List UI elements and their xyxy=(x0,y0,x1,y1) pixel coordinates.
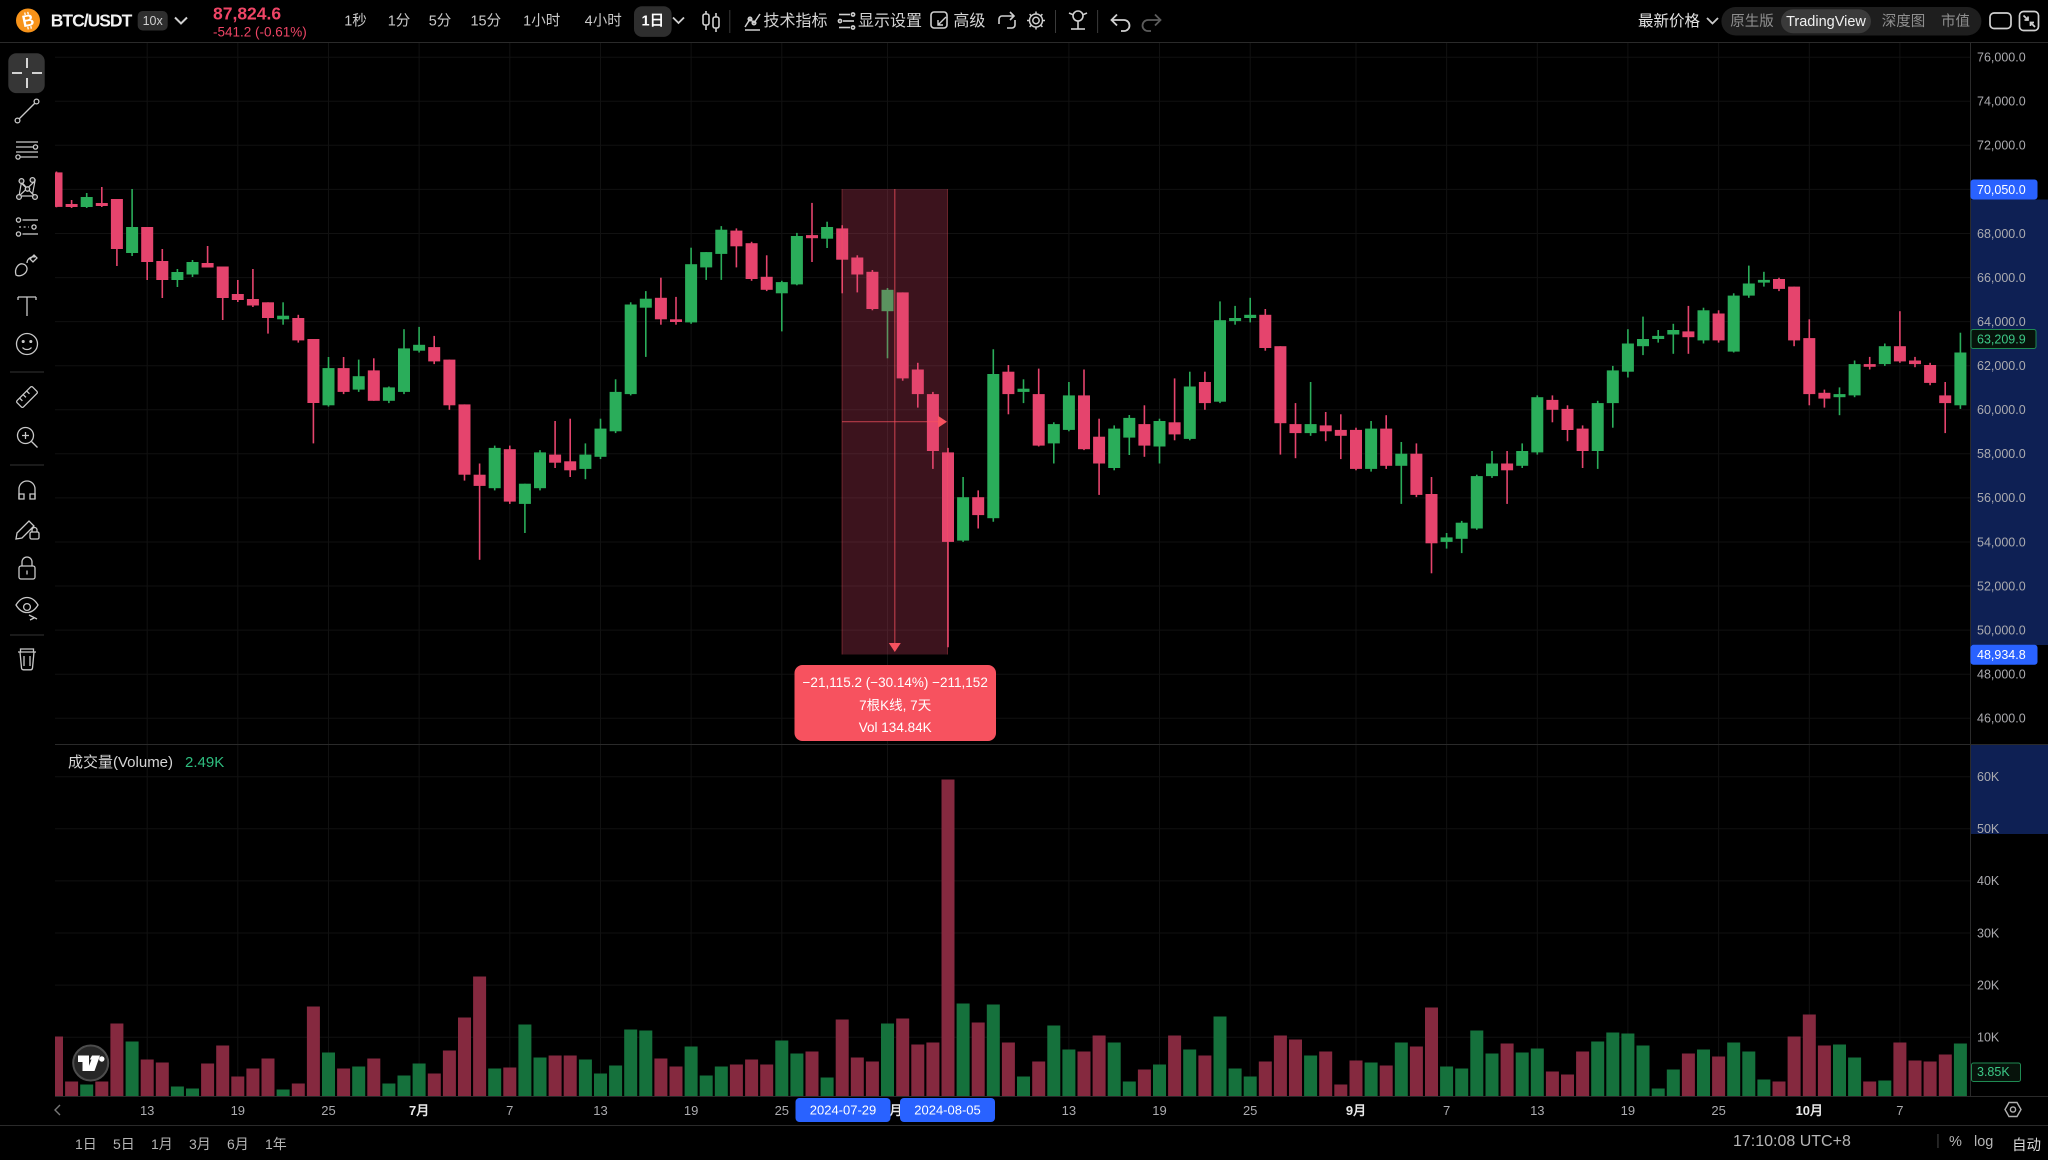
svg-text:显示设置: 显示设置 xyxy=(858,12,922,30)
svg-text:高级: 高级 xyxy=(953,12,985,30)
svg-text:7: 7 xyxy=(1443,1103,1450,1118)
svg-text:76,000.0: 76,000.0 xyxy=(1977,51,2026,65)
svg-text:Vol 134.84K: Vol 134.84K xyxy=(859,720,932,735)
svg-text:13: 13 xyxy=(1530,1103,1544,1118)
svg-text:60,000.0: 60,000.0 xyxy=(1977,403,2026,417)
svg-text:87,824.6: 87,824.6 xyxy=(213,4,281,24)
svg-text:10K: 10K xyxy=(1977,1031,2000,1045)
svg-text:2.49K: 2.49K xyxy=(185,754,224,771)
svg-text:15分: 15分 xyxy=(470,13,501,30)
svg-text:7: 7 xyxy=(506,1103,513,1118)
svg-text:10月: 10月 xyxy=(1796,1103,1823,1118)
svg-text:B: B xyxy=(20,11,35,31)
svg-text:市值: 市值 xyxy=(1941,13,1970,30)
svg-text:48,000.0: 48,000.0 xyxy=(1977,668,2026,682)
svg-text:19: 19 xyxy=(231,1103,245,1118)
svg-text:19: 19 xyxy=(1621,1103,1635,1118)
svg-text:BTC/USDT: BTC/USDT xyxy=(51,11,133,31)
svg-text:25: 25 xyxy=(1243,1103,1257,1118)
svg-text:72,000.0: 72,000.0 xyxy=(1977,139,2026,153)
svg-text:66,000.0: 66,000.0 xyxy=(1977,271,2026,285)
svg-text:原生版: 原生版 xyxy=(1730,13,1774,30)
svg-text:-541.2 (-0.61%): -541.2 (-0.61%) xyxy=(213,25,307,40)
svg-text:最新价格: 最新价格 xyxy=(1638,12,1701,30)
svg-text:2024-07-29: 2024-07-29 xyxy=(810,1103,877,1118)
svg-text:−21,115.2 (−30.14%) −211,152: −21,115.2 (−30.14%) −211,152 xyxy=(803,675,988,690)
svg-text:3.85K: 3.85K xyxy=(1977,1065,2010,1079)
svg-text:成交量(Volume): 成交量(Volume) xyxy=(68,753,173,771)
svg-text:74,000.0: 74,000.0 xyxy=(1977,95,2026,109)
svg-text:54,000.0: 54,000.0 xyxy=(1977,535,2026,549)
svg-text:月: 月 xyxy=(888,1103,902,1118)
svg-text:1秒: 1秒 xyxy=(344,13,367,30)
svg-text:19: 19 xyxy=(684,1103,698,1118)
svg-text:1日: 1日 xyxy=(642,13,665,30)
svg-text:1小时: 1小时 xyxy=(523,13,560,30)
svg-text:52,000.0: 52,000.0 xyxy=(1977,579,2026,593)
svg-text:25: 25 xyxy=(1711,1103,1725,1118)
svg-text:46,000.0: 46,000.0 xyxy=(1977,712,2026,726)
svg-text:50,000.0: 50,000.0 xyxy=(1977,623,2026,637)
svg-text:70,050.0: 70,050.0 xyxy=(1977,183,2026,197)
svg-text:62,000.0: 62,000.0 xyxy=(1977,359,2026,373)
svg-text:60K: 60K xyxy=(1977,770,2000,784)
svg-text:7月: 7月 xyxy=(409,1103,429,1118)
svg-text:68,000.0: 68,000.0 xyxy=(1977,227,2026,241)
svg-text:2024-08-05: 2024-08-05 xyxy=(914,1103,981,1118)
svg-text:63,209.9: 63,209.9 xyxy=(1977,332,2026,346)
svg-text:25: 25 xyxy=(775,1103,789,1118)
svg-text:7根K线, 7天: 7根K线, 7天 xyxy=(859,698,932,713)
svg-text:58,000.0: 58,000.0 xyxy=(1977,447,2026,461)
svg-text:1分: 1分 xyxy=(388,13,411,30)
svg-text:TradingView: TradingView xyxy=(1786,14,1866,30)
svg-text:25: 25 xyxy=(321,1103,335,1118)
svg-text:技术指标: 技术指标 xyxy=(764,12,828,30)
svg-text:56,000.0: 56,000.0 xyxy=(1977,491,2026,505)
svg-text:19: 19 xyxy=(1152,1103,1166,1118)
svg-text:13: 13 xyxy=(593,1103,607,1118)
svg-text:50K: 50K xyxy=(1977,822,2000,836)
svg-text:10x: 10x xyxy=(143,14,164,28)
svg-text:9月: 9月 xyxy=(1346,1103,1366,1118)
svg-text:4小时: 4小时 xyxy=(585,13,622,30)
svg-text:20K: 20K xyxy=(1977,978,2000,992)
svg-text:5分: 5分 xyxy=(429,13,452,30)
svg-text:13: 13 xyxy=(1062,1103,1076,1118)
svg-text:13: 13 xyxy=(140,1103,154,1118)
svg-text:7: 7 xyxy=(1896,1103,1903,1118)
svg-text:64,000.0: 64,000.0 xyxy=(1977,315,2026,329)
svg-text:40K: 40K xyxy=(1977,874,2000,888)
svg-text:30K: 30K xyxy=(1977,926,2000,940)
svg-text:48,934.8: 48,934.8 xyxy=(1977,648,2026,662)
svg-text:深度图: 深度图 xyxy=(1882,13,1926,30)
